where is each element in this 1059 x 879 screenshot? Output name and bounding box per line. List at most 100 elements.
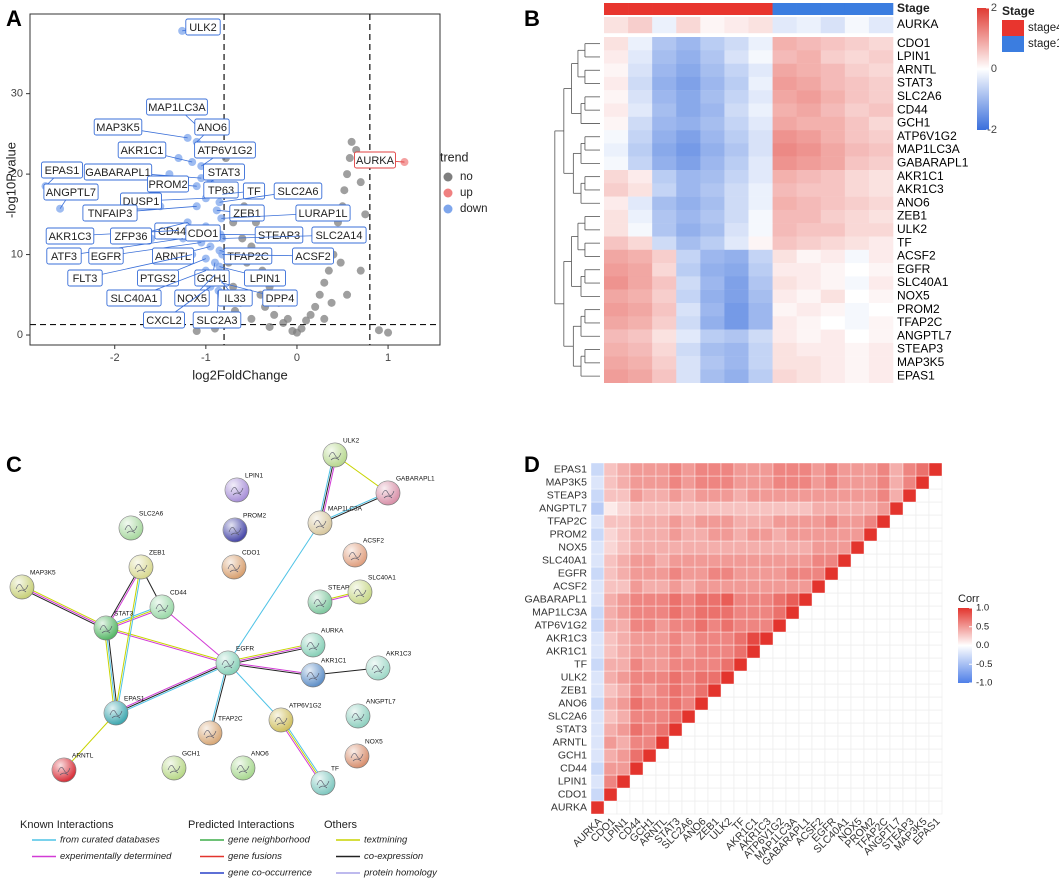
- heat-cell: [628, 316, 653, 330]
- empty-cell: [720, 683, 735, 698]
- heat-cell: [820, 143, 846, 157]
- empty-cell: [850, 592, 865, 607]
- empty-cell: [876, 592, 891, 607]
- point-label: ZFP36: [114, 231, 147, 243]
- heat-cell: [772, 236, 797, 250]
- empty-cell: [668, 735, 683, 750]
- empty-cell: [876, 605, 891, 620]
- heat-cell: [868, 90, 894, 104]
- heat-cell: [724, 76, 749, 91]
- empty-cell: [850, 566, 865, 581]
- heat-cell: [604, 50, 629, 64]
- corr-cell: [629, 644, 644, 659]
- point: [343, 170, 352, 179]
- empty-cell: [824, 735, 839, 750]
- node-structure: [15, 584, 29, 593]
- heat-cell: [772, 143, 797, 157]
- corr-cell: [707, 501, 722, 516]
- empty-cell: [720, 800, 735, 815]
- corr-cell: [603, 540, 618, 555]
- legend-label: gene neighborhood: [228, 835, 311, 846]
- legend-group-title: Predicted Interactions: [188, 819, 295, 831]
- corr-cell: [642, 657, 657, 672]
- x-tick-label: 0: [294, 352, 300, 364]
- corr-cell: [616, 631, 631, 646]
- empty-cell: [837, 618, 852, 633]
- corr-cell: [694, 592, 709, 607]
- empty-cell: [902, 579, 917, 594]
- row-label: NOX5: [897, 289, 930, 303]
- colorbar-label: 0: [991, 63, 997, 75]
- empty-cell: [772, 657, 787, 672]
- empty-cell: [837, 735, 852, 750]
- node-label: AKR1C1: [321, 658, 347, 665]
- corr-cell: [902, 488, 917, 503]
- heat-cell: [628, 303, 653, 317]
- empty-cell: [655, 787, 670, 802]
- heat-cell: [820, 130, 846, 144]
- heat-cell: [844, 17, 870, 34]
- corr-cell: [642, 722, 657, 737]
- corr-cell: [798, 579, 813, 594]
- empty-cell: [928, 722, 943, 737]
- heat-cell: [772, 276, 797, 290]
- empty-cell: [928, 696, 943, 711]
- heat-cell: [772, 289, 797, 304]
- empty-cell: [746, 657, 761, 672]
- empty-cell: [863, 683, 878, 698]
- empty-cell: [811, 735, 826, 750]
- corr-cell: [616, 527, 631, 542]
- corr-cell: [759, 579, 774, 594]
- empty-cell: [824, 696, 839, 711]
- empty-cell: [811, 683, 826, 698]
- corr-cell: [850, 462, 865, 477]
- edge: [105, 628, 228, 665]
- empty-cell: [915, 657, 930, 672]
- node-label: ANGPTL7: [366, 699, 396, 706]
- heat-cell: [700, 183, 725, 197]
- corr-cell: [603, 618, 618, 633]
- empty-cell: [876, 618, 891, 633]
- empty-cell: [720, 761, 735, 776]
- empty-cell: [850, 696, 865, 711]
- heat-cell: [820, 329, 846, 344]
- heat-cell: [748, 17, 773, 34]
- heat-cell: [772, 369, 797, 383]
- corr-cell: [902, 462, 917, 477]
- empty-cell: [889, 787, 904, 802]
- empty-cell: [746, 774, 761, 789]
- empty-cell: [759, 761, 774, 776]
- corr-cell: [694, 540, 709, 555]
- heat-cell: [724, 63, 749, 78]
- heat-cell: [844, 289, 870, 304]
- label-box: [217, 289, 253, 307]
- point: [229, 282, 238, 291]
- legend-label: textmining: [364, 835, 408, 846]
- empty-cell: [733, 787, 748, 802]
- corr-cell: [616, 475, 631, 490]
- empty-cell: [915, 761, 930, 776]
- empty-cell: [772, 761, 787, 776]
- corr-cell: [681, 553, 696, 568]
- corr-cell: [655, 514, 670, 529]
- corr-cell: [811, 501, 826, 516]
- heat-cell: [724, 130, 749, 144]
- heat-cell: [748, 116, 773, 131]
- heat-cell: [772, 263, 797, 277]
- corr-cell: [616, 592, 631, 607]
- corr-cell: [629, 488, 644, 503]
- heat-cell: [700, 263, 725, 277]
- label-box: [82, 204, 138, 222]
- legend-swatch: [443, 204, 453, 214]
- heat-cell: [676, 37, 701, 51]
- empty-cell: [772, 748, 787, 763]
- empty-cell: [798, 761, 813, 776]
- empty-cell: [772, 774, 787, 789]
- y-tick-label: 20: [11, 168, 23, 180]
- empty-cell: [655, 774, 670, 789]
- heat-cell: [844, 103, 870, 117]
- heat-cell: [844, 90, 870, 104]
- corr-cell: [850, 475, 865, 490]
- y-label: STAT3: [556, 723, 587, 735]
- node-label: LPIN1: [245, 473, 263, 480]
